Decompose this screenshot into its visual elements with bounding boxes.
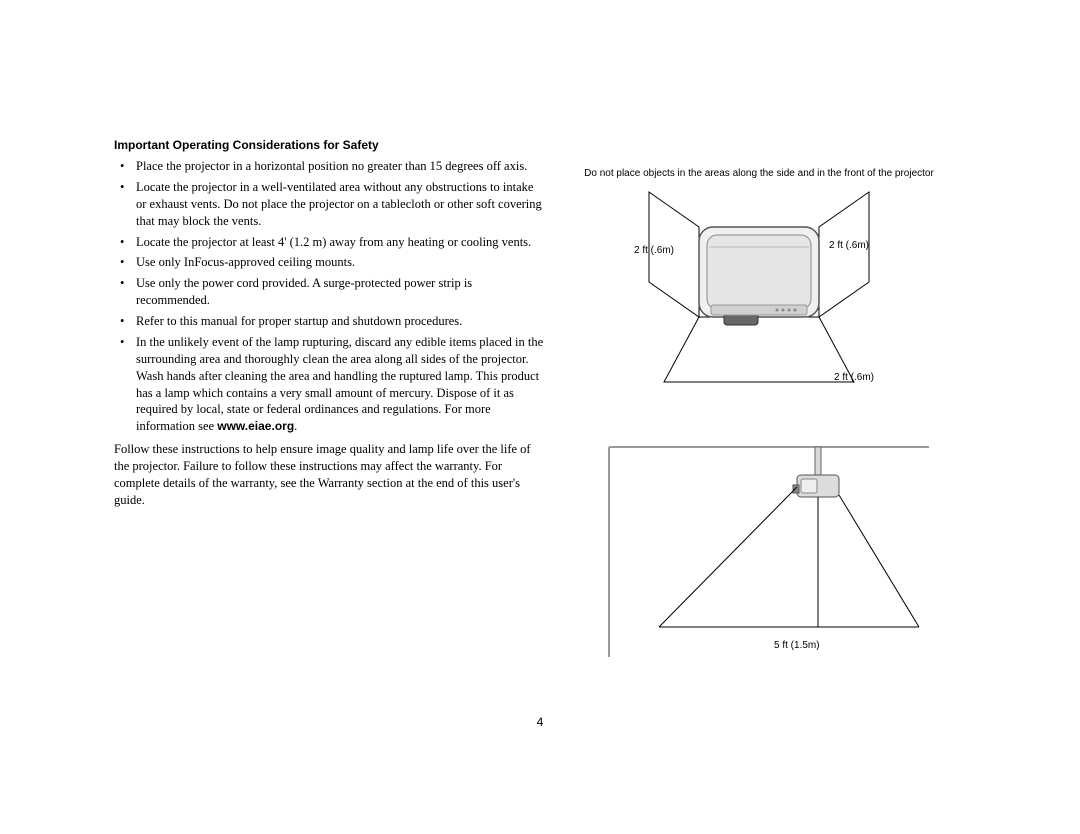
ceiling-distance-label: 5 ft (1.5m) (774, 640, 820, 651)
left-column: Important Operating Considerations for S… (114, 138, 544, 509)
clearance-diagram-top-view: 2 ft (.6m) 2 ft (.6m) 2 ft (.6m) (579, 187, 939, 407)
bullet-item: Refer to this manual for proper startup … (136, 313, 544, 330)
clearance-label-right: 2 ft (.6m) (829, 240, 869, 251)
bullet-item: In the unlikely event of the lamp ruptur… (136, 334, 544, 435)
bullet-item: Locate the projector at least 4' (1.2 m)… (136, 234, 544, 251)
ceiling-mount-diagram: 5 ft (1.5m) (579, 437, 939, 667)
diagram-caption: Do not place objects in the areas along … (554, 168, 964, 179)
bullet-item: Use only the power cord provided. A surg… (136, 275, 544, 309)
follow-paragraph: Follow these instructions to help ensure… (114, 441, 544, 509)
bullet-item: Place the projector in a horizontal posi… (136, 158, 544, 175)
clearance-label-front: 2 ft (.6m) (834, 372, 874, 383)
external-link[interactable]: www.eiae.org (217, 419, 294, 433)
bullet-item: Use only InFocus-approved ceiling mounts… (136, 254, 544, 271)
bullet-text-pre: In the unlikely event of the lamp ruptur… (136, 335, 543, 433)
clearance-label-left: 2 ft (.6m) (634, 245, 674, 256)
bullet-text-post: . (294, 419, 297, 433)
bullet-list: Place the projector in a horizontal posi… (114, 158, 544, 435)
section-heading: Important Operating Considerations for S… (114, 138, 544, 152)
right-column: Do not place objects in the areas along … (554, 138, 964, 667)
bullet-item: Locate the projector in a well-ventilate… (136, 179, 544, 230)
page-number: 4 (0, 715, 1080, 729)
